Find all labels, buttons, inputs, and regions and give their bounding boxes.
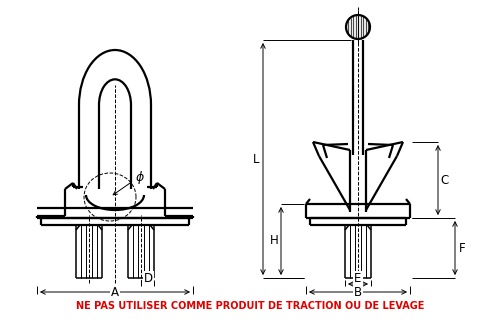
Circle shape <box>346 15 370 39</box>
Text: E: E <box>354 273 362 285</box>
Text: ϕ: ϕ <box>136 171 144 183</box>
Text: B: B <box>354 285 362 299</box>
Text: D: D <box>144 273 153 285</box>
Text: L: L <box>253 153 259 165</box>
Text: F: F <box>458 242 466 254</box>
Text: C: C <box>441 173 449 187</box>
Text: A: A <box>111 285 119 299</box>
Text: H: H <box>270 235 278 247</box>
Text: NE PAS UTILISER COMME PRODUIT DE TRACTION OU DE LEVAGE: NE PAS UTILISER COMME PRODUIT DE TRACTIO… <box>76 301 424 311</box>
